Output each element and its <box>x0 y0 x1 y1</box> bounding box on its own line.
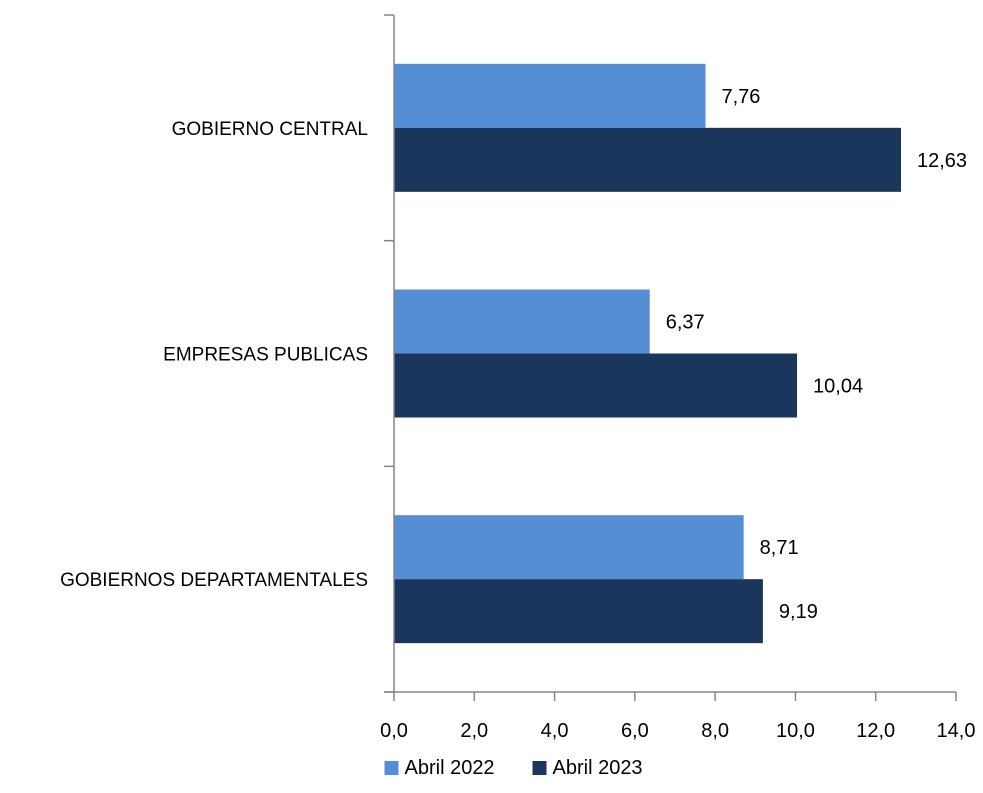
x-tick-label: 6,0 <box>621 720 649 742</box>
x-tick-label: 4,0 <box>541 720 569 742</box>
data-label: 7,76 <box>722 86 761 108</box>
x-tick-label: 8,0 <box>701 720 729 742</box>
bars-layer <box>394 63 902 644</box>
category-label: GOBIERNOS DEPARTAMENTALES <box>60 570 368 591</box>
bar-abril-2022 <box>394 63 706 128</box>
bar-abril-2022 <box>394 515 744 580</box>
data-label: 8,71 <box>760 537 799 559</box>
axes-layer <box>384 14 957 701</box>
legend-label: Abril 2022 <box>405 757 495 779</box>
legend-swatch <box>532 761 547 775</box>
x-tick-label: 2,0 <box>460 720 488 742</box>
bar-abril-2023 <box>394 353 798 418</box>
x-tick-label: 14,0 <box>937 720 976 742</box>
data-label: 6,37 <box>666 312 705 334</box>
labels-layer: 7,76 12,63 GOBIERNO CENTRAL 6,37 10,04 EMPRES… <box>60 86 975 742</box>
legend-swatch <box>384 761 399 775</box>
data-label: 12,63 <box>917 150 967 172</box>
data-label: 9,19 <box>779 601 818 623</box>
bar-abril-2022 <box>394 289 650 354</box>
legend-label: Abril 2023 <box>553 757 643 779</box>
data-label: 10,04 <box>813 376 863 398</box>
bar-abril-2023 <box>394 579 763 644</box>
category-label: GOBIERNO CENTRAL <box>172 119 368 140</box>
x-tick-label: 10,0 <box>776 720 815 742</box>
x-tick-label: 0,0 <box>380 720 408 742</box>
bar-abril-2023 <box>394 127 902 192</box>
category-label: EMPRESAS PUBLICAS <box>163 345 368 366</box>
legend: Abril 2022 Abril 2023 <box>384 757 643 779</box>
x-tick-label: 12,0 <box>856 720 895 742</box>
